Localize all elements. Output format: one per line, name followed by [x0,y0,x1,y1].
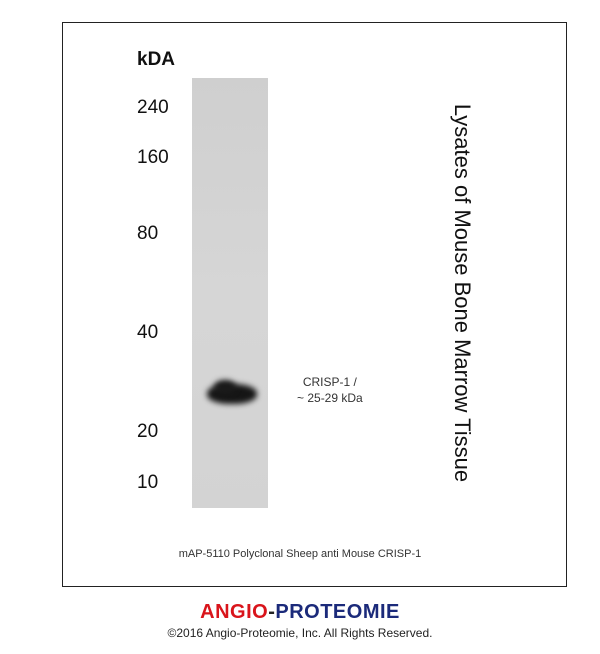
marker-10: 10 [137,472,159,493]
copyright: ©2016 Angio-Proteomie, Inc. All Rights R… [167,626,433,640]
marker-240: 240 [137,97,169,118]
blot-lane [192,78,268,508]
kda-unit-label: kDA [137,49,176,70]
brand-part2: PROTEOMIE [275,601,400,623]
marker-40: 40 [137,322,159,343]
protein-band-upper [214,380,236,394]
band-label-size: ~ 25-29 kDa [297,391,363,405]
marker-160: 160 [137,147,169,168]
brand-logo: ANGIO-PROTEOMIE [0,601,600,624]
band-label-name: CRISP-1 / [302,375,357,389]
sample-label: Lysates of Mouse Bone Marrow Tissue [450,103,475,483]
brand-sep: - [268,601,276,623]
band-label: CRISP-1 / ~ 25-29 kDa [297,374,363,406]
antibody-caption: mAP-5110 Polyclonal Sheep anti Mouse CRI… [178,548,422,560]
brand-part1: ANGIO [200,601,269,623]
figure-frame [62,22,567,587]
marker-20: 20 [137,421,159,442]
marker-80: 80 [137,223,159,244]
